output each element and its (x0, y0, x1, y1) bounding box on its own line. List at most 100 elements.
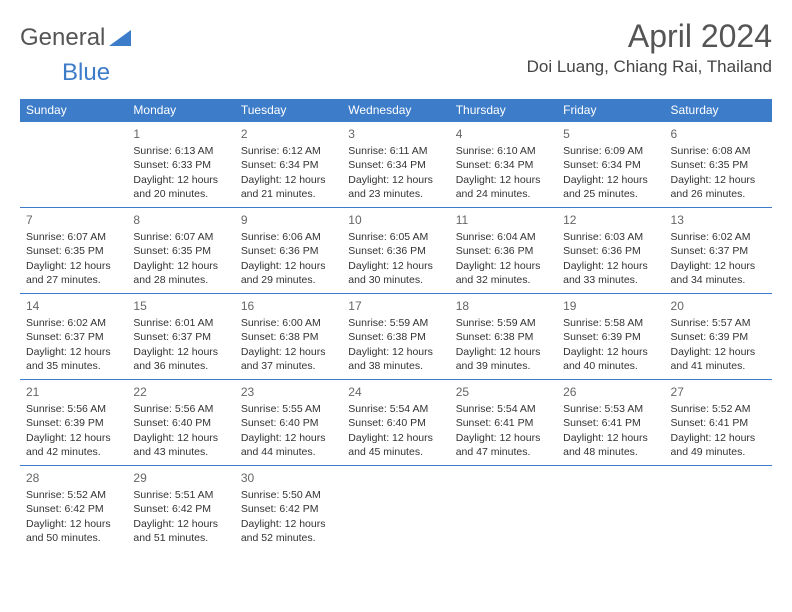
calendar-cell: 9Sunrise: 6:06 AMSunset: 6:36 PMDaylight… (235, 208, 342, 294)
calendar-cell: 2Sunrise: 6:12 AMSunset: 6:34 PMDaylight… (235, 122, 342, 208)
calendar-cell: 18Sunrise: 5:59 AMSunset: 6:38 PMDayligh… (450, 294, 557, 380)
calendar-cell: 27 Sunrise: 5:52 AMSunset: 6:41 PMDayligh… (665, 380, 772, 466)
day-number: 9 (241, 212, 336, 228)
daylight-text: Daylight: 12 hours and 21 minutes. (241, 173, 336, 201)
day-number: 11 (456, 212, 551, 228)
daylight-text: Daylight: 12 hours and 52 minutes. (241, 517, 336, 545)
day-number: 30 (241, 470, 336, 486)
daylight-text: Daylight: 12 hours and 45 minutes. (348, 431, 443, 459)
calendar-row: 21Sunrise: 5:56 AMSunset: 6:39 PMDayligh… (20, 380, 772, 466)
sunrise-text: Sunrise: 5:54 AM (456, 402, 551, 416)
day-number: 28 (26, 470, 121, 486)
day-number: 27 (671, 384, 766, 400)
calendar-row: 28 Sunrise: 5:52 AM Sunset: 6:42 PM Dayligh… (20, 466, 772, 552)
day-header: Wednesday (342, 99, 449, 122)
daylight-text: Daylight: 12 hours and 23 minutes. (348, 173, 443, 201)
sunrise-text: Sunrise: 6:06 AM (241, 230, 336, 244)
daylight-text: Daylight: 12 hours and 48 minutes. (563, 431, 658, 459)
sunset-text: Sunset: 6:34 PM (348, 158, 443, 172)
day-number: 13 (671, 212, 766, 228)
sunset-text: Sunset: 6:41 PM (671, 416, 766, 430)
sunrise-text: Sunrise: 5:59 AM (456, 316, 551, 330)
day-number: 6 (671, 126, 766, 142)
calendar-cell: 14Sunrise: 6:02 AMSunset: 6:37 PMDayligh… (20, 294, 127, 380)
sunrise-text: Sunrise: 5:52 AM (26, 488, 121, 502)
calendar-cell: 7Sunrise: 6:07 AMSunset: 6:35 PMDaylight… (20, 208, 127, 294)
daylight-text: Daylight: 12 hours and 39 minutes. (456, 345, 551, 373)
daylight-text: Daylight: 12 hours and 35 minutes. (26, 345, 121, 373)
daylight-text: Daylight: 12 hours and 40 minutes. (563, 345, 658, 373)
day-number: 17 (348, 298, 443, 314)
sunrise-text: Sunrise: 6:04 AM (456, 230, 551, 244)
sunset-text: Sunset: 6:40 PM (133, 416, 228, 430)
calendar-cell: 6Sunrise: 6:08 AMSunset: 6:35 PMDaylight… (665, 122, 772, 208)
sunrise-text: Sunrise: 5:53 AM (563, 402, 658, 416)
calendar-cell: 28Sunrise: 5:52 AMSunset: 6:42 PMDayligh… (20, 466, 127, 552)
day-number: 2 (241, 126, 336, 142)
daylight-text: Daylight: 12 hours and 49 minutes. (671, 431, 766, 459)
daylight-text: Daylight: 12 hours and 30 minutes. (348, 259, 443, 287)
day-number: 4 (456, 126, 551, 142)
day-header: Saturday (665, 99, 772, 122)
calendar-cell: 25Sunrise: 5:54 AMSunset: 6:41 PMDayligh… (450, 380, 557, 466)
day-header: Tuesday (235, 99, 342, 122)
sunrise-text: Sunrise: 6:07 AM (133, 230, 228, 244)
calendar-cell (557, 466, 664, 552)
sunrise-text: Sunrise: 5:57 AM (671, 316, 766, 330)
sunrise-text: Sunrise: 5:52 AM (671, 402, 766, 416)
calendar-cell: 16Sunrise: 6:00 AMSunset: 6:38 PMDayligh… (235, 294, 342, 380)
sunset-text: Sunset: 6:38 PM (241, 330, 336, 344)
sunrise-text: Sunrise: 5:58 AM (563, 316, 658, 330)
calendar-cell (665, 466, 772, 552)
sunrise-text: Sunrise: 5:56 AM (26, 402, 121, 416)
day-header-row: SundayMondayTuesdayWednesdayThursdayFrid… (20, 99, 772, 122)
sunset-text: Sunset: 6:36 PM (563, 244, 658, 258)
sunrise-text: Sunrise: 6:12 AM (241, 144, 336, 158)
calendar-cell: 8 Sunrise: 6:07 AMSunset: 6:35 PMDaylight… (127, 208, 234, 294)
daylight-text: Daylight: 12 hours and 43 minutes. (133, 431, 228, 459)
calendar-cell: 26Sunrise: 5:53 AMSunset: 6:41 PMDayligh… (557, 380, 664, 466)
sunset-text: Sunset: 6:42 PM (133, 502, 228, 516)
daylight-text: Daylight: 12 hours and 28 minutes. (133, 259, 228, 287)
calendar-cell: 5Sunrise: 6:09 AMSunset: 6:34 PMDaylight… (557, 122, 664, 208)
daylight-text: Daylight: 12 hours and 37 minutes. (241, 345, 336, 373)
daylight-text: Daylight: 12 hours and 41 minutes. (671, 345, 766, 373)
day-header: Friday (557, 99, 664, 122)
sunrise-text: Sunrise: 6:02 AM (26, 316, 121, 330)
sunset-text: Sunset: 6:39 PM (671, 330, 766, 344)
calendar-cell: 4Sunrise: 6:10 AMSunset: 6:34 PMDaylight… (450, 122, 557, 208)
sunrise-text: Sunrise: 5:55 AM (241, 402, 336, 416)
sunrise-text: Sunrise: 6:01 AM (133, 316, 228, 330)
sunset-text: Sunset: 6:37 PM (26, 330, 121, 344)
daylight-text: Daylight: 12 hours and 47 minutes. (456, 431, 551, 459)
calendar-cell: 21Sunrise: 5:56 AMSunset: 6:39 PMDayligh… (20, 380, 127, 466)
calendar-row: 14Sunrise: 6:02 AMSunset: 6:37 PMDayligh… (20, 294, 772, 380)
sunset-text: Sunset: 6:35 PM (133, 244, 228, 258)
sunrise-text: Sunrise: 6:11 AM (348, 144, 443, 158)
calendar-cell (450, 466, 557, 552)
calendar-cell: 3Sunrise: 6:11 AMSunset: 6:34 PMDaylight… (342, 122, 449, 208)
sunrise-text: Sunrise: 6:09 AM (563, 144, 658, 158)
calendar-row: 1Sunrise: 6:13 AMSunset: 6:33 PMDaylight… (20, 122, 772, 208)
calendar-cell: 20 Sunrise: 5:57 AMSunset: 6:39 PMDayligh… (665, 294, 772, 380)
day-number: 1 (133, 126, 228, 142)
calendar-cell: 30Sunrise: 5:50 AMSunset: 6:42 PMDayligh… (235, 466, 342, 552)
daylight-text: Daylight: 12 hours and 26 minutes. (671, 173, 766, 201)
calendar-cell: 17Sunrise: 5:59 AMSunset: 6:38 PMDayligh… (342, 294, 449, 380)
sunset-text: Sunset: 6:38 PM (348, 330, 443, 344)
daylight-text: Daylight: 12 hours and 34 minutes. (671, 259, 766, 287)
day-number: 8 (133, 212, 228, 228)
daylight-text: Daylight: 12 hours and 25 minutes. (563, 173, 658, 201)
sunrise-text: Sunrise: 6:07 AM (26, 230, 121, 244)
sunset-text: Sunset: 6:37 PM (671, 244, 766, 258)
daylight-text: Daylight: 12 hours and 38 minutes. (348, 345, 443, 373)
sunrise-text: Sunrise: 5:50 AM (241, 488, 336, 502)
daylight-text: Daylight: 12 hours and 27 minutes. (26, 259, 121, 287)
day-number: 5 (563, 126, 658, 142)
calendar-cell: 11Sunrise: 6:04 AMSunset: 6:36 PMDayligh… (450, 208, 557, 294)
day-number: 20 (671, 298, 766, 314)
calendar-table: SundayMondayTuesdayWednesdayThursdayFrid… (20, 99, 772, 552)
calendar-cell (20, 122, 127, 208)
day-number: 18 (456, 298, 551, 314)
day-number: 21 (26, 384, 121, 400)
